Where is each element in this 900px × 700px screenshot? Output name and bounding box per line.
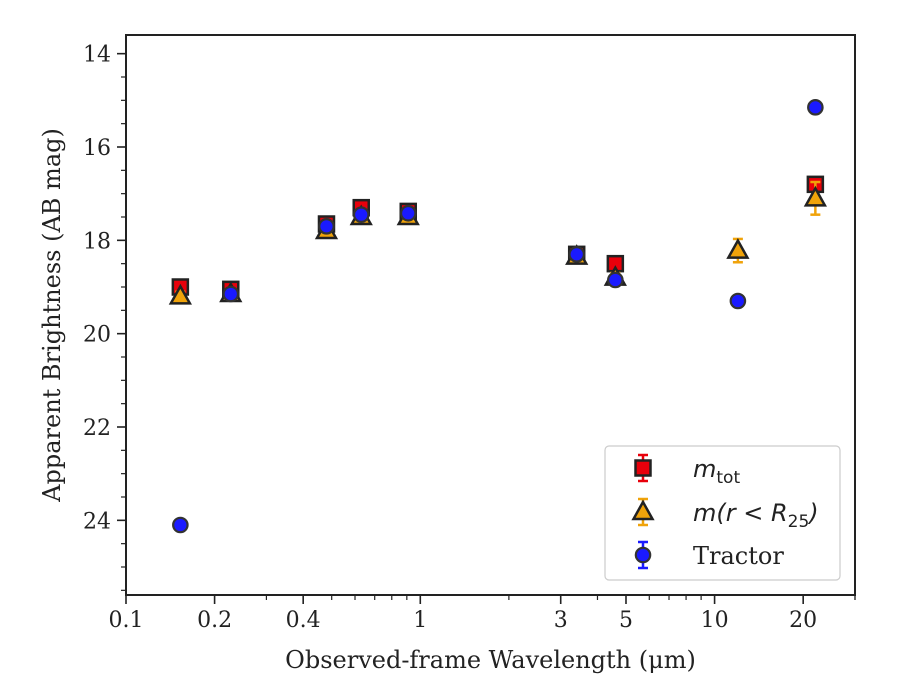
plot-frame [125, 34, 856, 596]
series-2-point-4 [399, 204, 417, 222]
legend-label-0: mtot [693, 455, 740, 488]
x-tick-label-3: 1 [413, 608, 427, 633]
legend-label-2: Tractor [693, 542, 784, 570]
series-0 [171, 175, 825, 299]
series-1-point-0 [168, 283, 192, 305]
x-tick-label-4: 3 [554, 608, 568, 633]
y-tick-label-4: 22 [83, 416, 111, 441]
series-2-point-2 [318, 218, 335, 235]
y-axis-label: Apparent Brightness (AB mag) [38, 128, 66, 503]
x-tick-label-6: 10 [701, 608, 729, 633]
series-2-point-8 [807, 99, 824, 116]
x-tick-label-2: 0.4 [286, 608, 321, 633]
y-tick-label-0: 14 [83, 43, 111, 68]
series-2-point-3 [352, 206, 370, 223]
x-tick-label-0: 0.1 [109, 608, 144, 633]
y-axis-ticks: 14 16 18 20 22 24 [83, 43, 126, 591]
x-axis-label: Observed-frame Wavelength (μm) [285, 646, 696, 674]
series-2-point-5 [568, 246, 586, 263]
y-tick-label-3: 20 [83, 323, 111, 348]
series-2-point-0 [172, 516, 189, 534]
x-tick-label-1: 0.2 [197, 608, 232, 633]
legend-marker-2 [634, 546, 652, 564]
y-tick-label-2: 18 [83, 229, 111, 254]
legend: mtot m(r < R25) Tractor [604, 445, 841, 581]
series-1-point-7 [726, 238, 750, 259]
legend-marker-1 [631, 499, 655, 521]
legend-label-1: m(r < R25) [693, 499, 819, 532]
legend-box [604, 445, 841, 581]
x-tick-label-7: 20 [789, 608, 817, 633]
series-1-point-8 [803, 185, 827, 207]
series-2-point-7 [729, 292, 747, 310]
y-tick-label-1: 16 [83, 136, 111, 161]
series-2-point-1 [222, 285, 240, 303]
series-2-point-6 [607, 271, 624, 289]
series-2 [172, 99, 824, 534]
legend-marker-0 [634, 459, 652, 477]
data-marks [168, 99, 827, 534]
series-1 [168, 180, 827, 305]
y-tick-label-5: 24 [83, 509, 111, 534]
x-axis-ticks: 0.1 0.2 0.4 1 3 5 10 20 [109, 595, 856, 633]
x-tick-label-5: 5 [619, 608, 633, 633]
